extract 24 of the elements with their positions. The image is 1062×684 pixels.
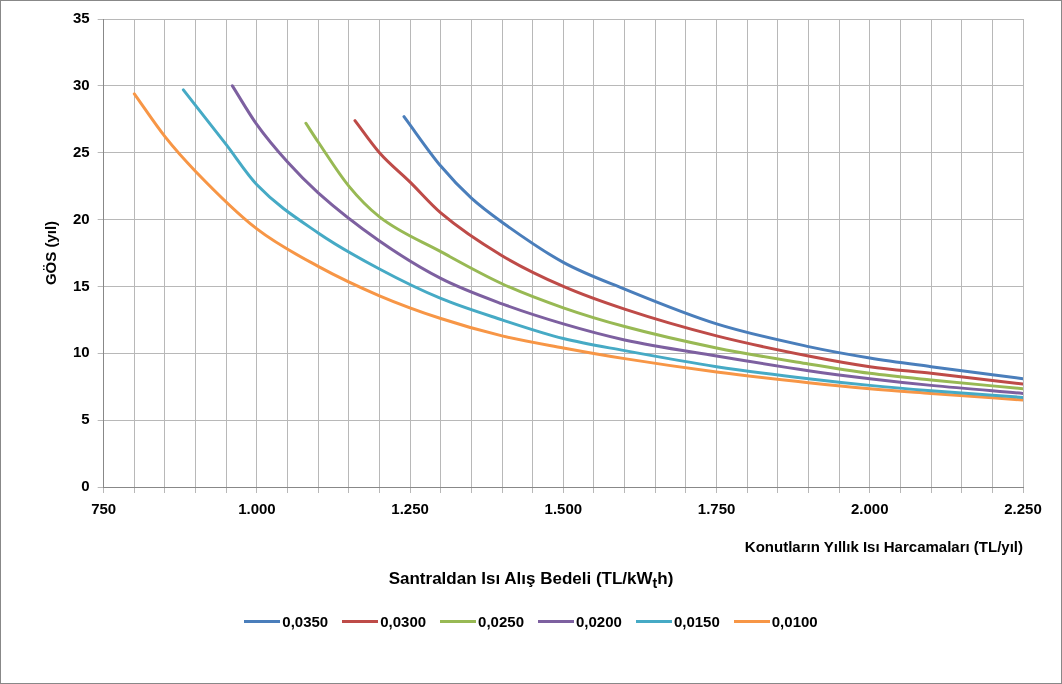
x-axis-title: Konutların Yıllık Isı Harcamaları (TL/yıl) — [744, 538, 1023, 556]
x-tick-label: 1.250 — [391, 500, 429, 518]
x-tick-label: 2.000 — [851, 500, 889, 518]
y-axis-title: GÖS (yıl) — [42, 220, 60, 286]
legend-label: 0,0300 — [380, 613, 427, 631]
y-tick-label: 35 — [73, 9, 90, 27]
y-tick-label: 0 — [81, 477, 90, 495]
y-tick-label: 30 — [73, 76, 90, 93]
x-tick-label: 750 — [91, 500, 117, 518]
y-tick-label: 10 — [73, 343, 90, 361]
x-tick-label: 1.500 — [544, 500, 583, 518]
legend-label: 0,0100 — [771, 613, 818, 631]
y-tick-label: 5 — [81, 410, 90, 428]
x-tick-label: 2.250 — [1004, 500, 1042, 518]
legend-label: 0,0350 — [282, 613, 329, 631]
y-tick-label: 15 — [73, 276, 90, 294]
legend-title: Santraldan Isı Alış Bedeli (TL/kW$_{t}$h) — [387, 569, 675, 592]
y-tick-label: 20 — [73, 209, 90, 227]
legend-label: 0,0250 — [478, 613, 524, 631]
legend-label: 0,0200 — [576, 613, 622, 631]
y-tick-label: 25 — [73, 142, 90, 160]
legend-label: 0,0150 — [673, 613, 720, 631]
x-tick-label: 1.000 — [238, 500, 276, 518]
x-tick-label: 1.750 — [697, 500, 736, 518]
